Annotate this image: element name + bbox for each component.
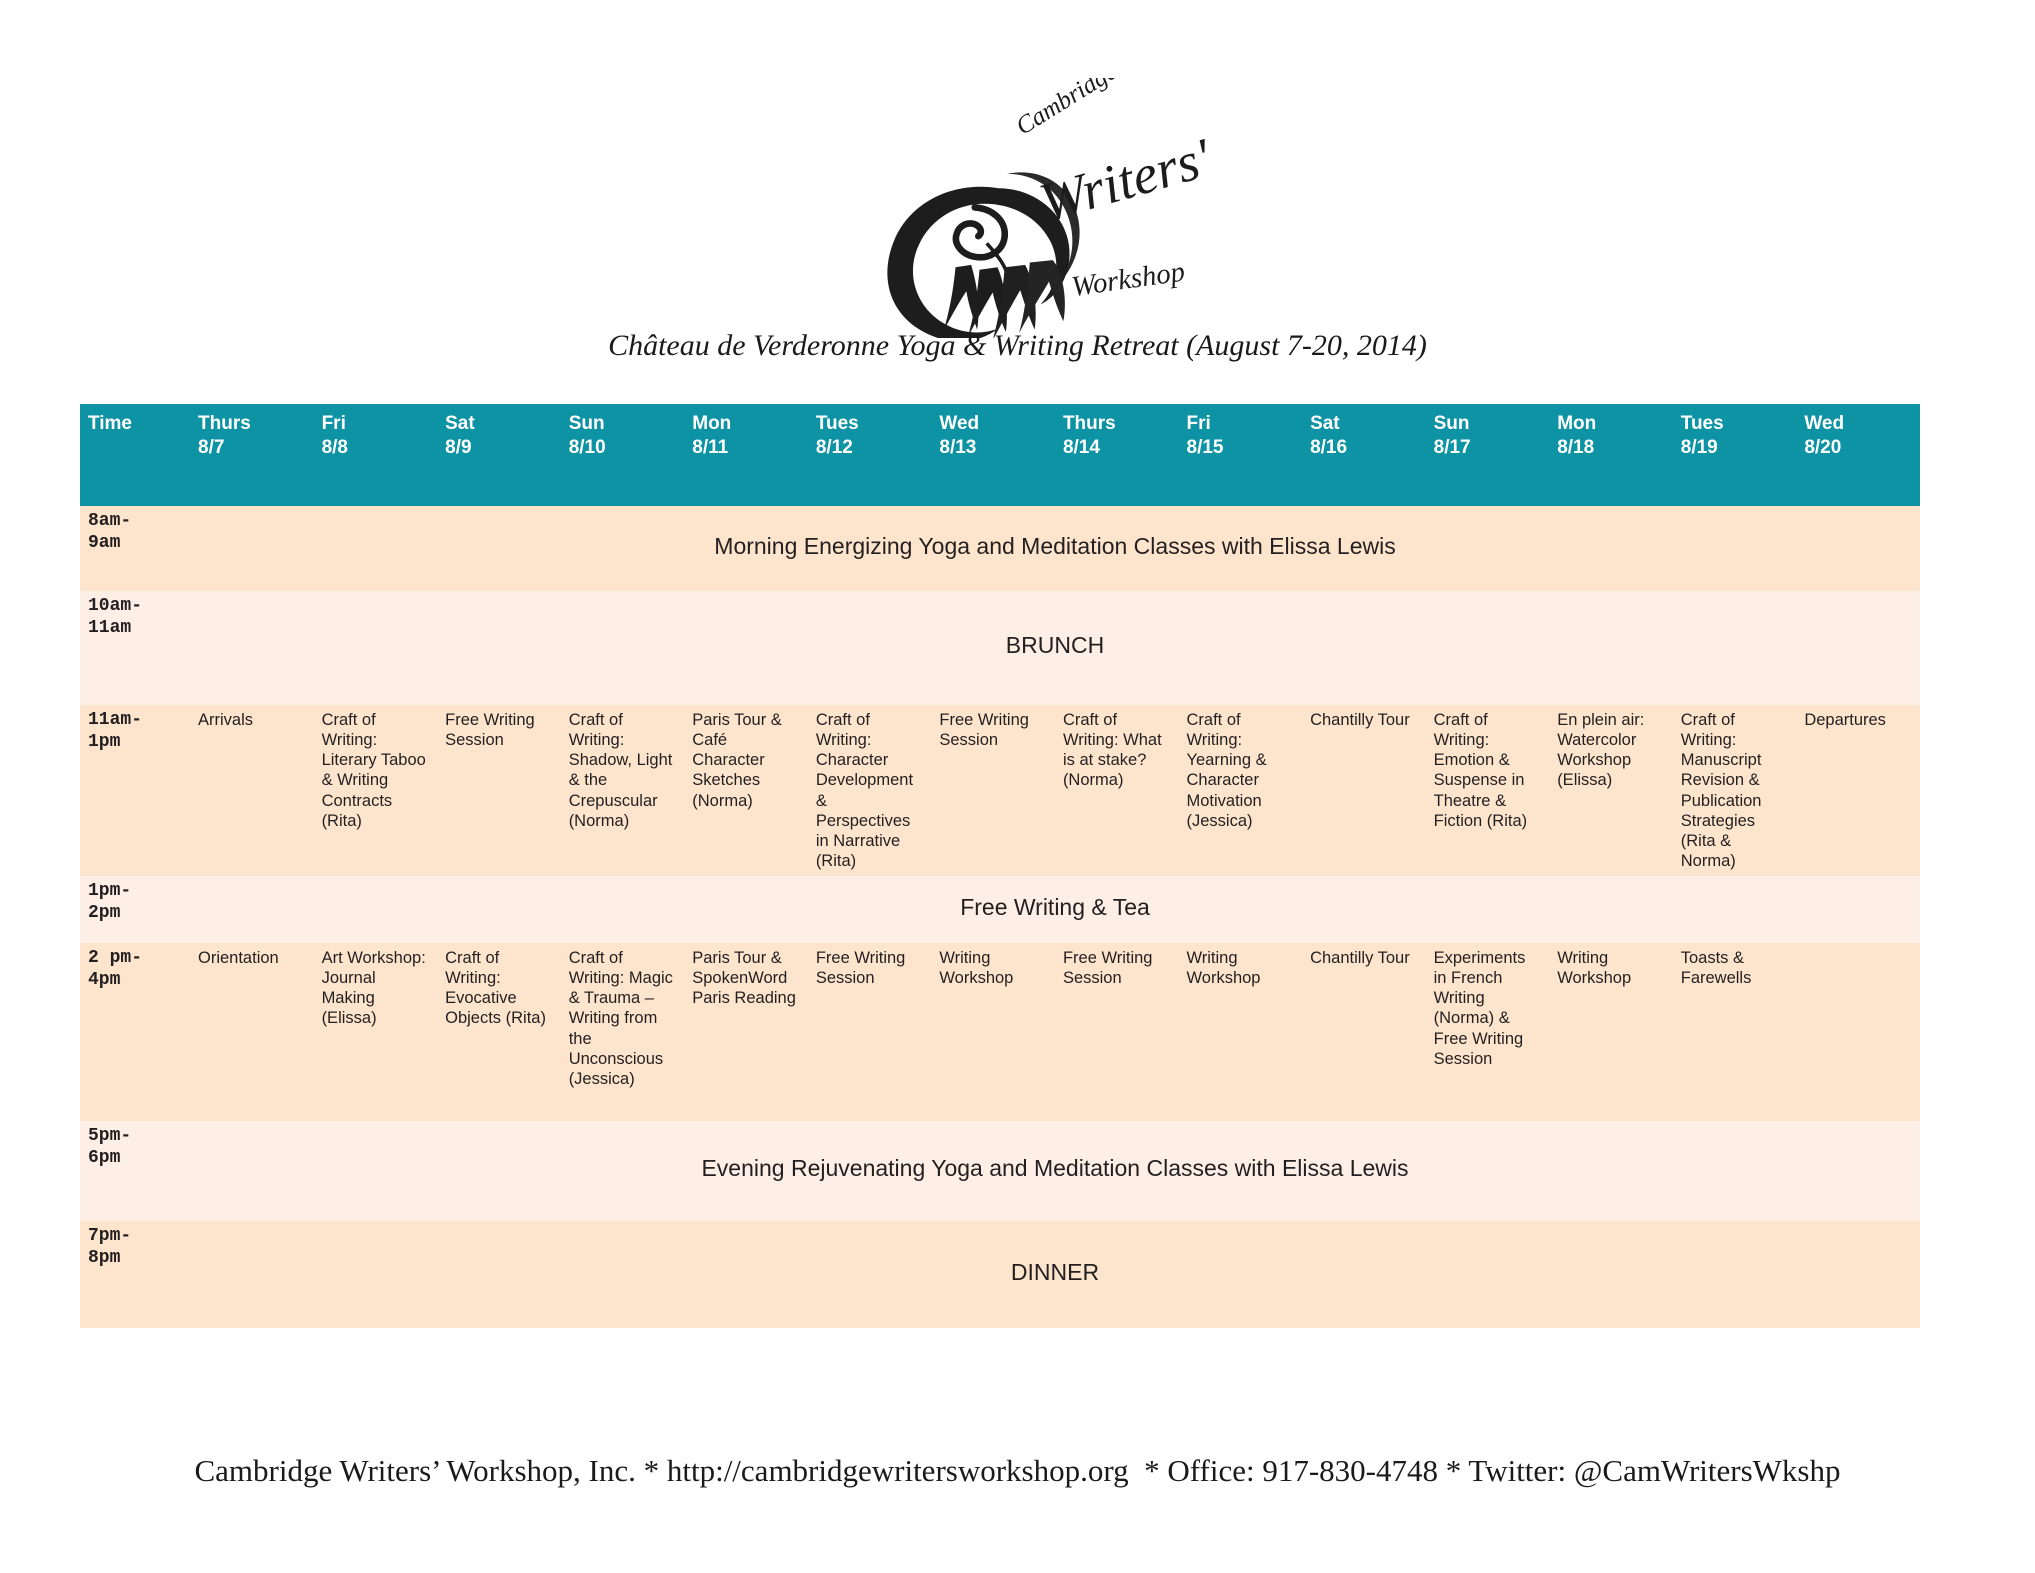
svg-text:Writers': Writers': [1033, 126, 1218, 233]
svg-text:Workshop: Workshop: [1069, 255, 1186, 303]
svg-text:Cambridge: Cambridge: [1012, 78, 1122, 141]
